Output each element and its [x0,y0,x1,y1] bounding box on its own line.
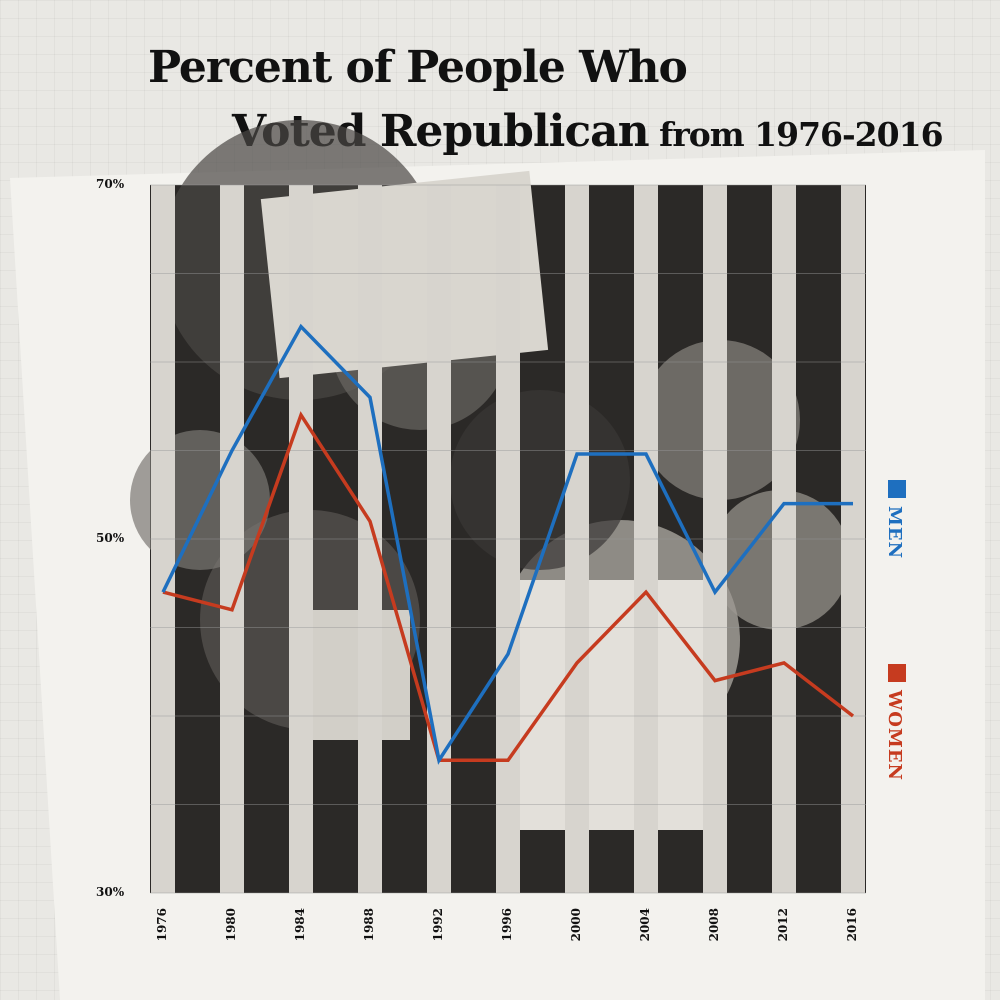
x-tick-label: 1996 [500,908,514,942]
x-tick-label: 1988 [362,908,376,942]
photo-sign-era-yes-bottom [520,580,720,830]
x-tick-label: 1984 [293,908,307,942]
y-tick-label: 50% [96,531,125,545]
legend-men-swatch [888,480,906,498]
title-line-1: Percent of People Who [148,42,688,93]
legend-women-label: WOMEN [884,690,905,781]
y-tick-label: 70% [96,177,125,191]
photo-sign-era-yes-top [260,170,549,379]
title-line-2-small: from 1976-2016 [648,115,943,154]
x-tick-label: 1980 [224,908,238,942]
x-tick-label: 1976 [155,908,169,942]
x-tick-label: 2012 [776,908,790,942]
x-tick-label: 2008 [707,908,721,942]
x-tick-label: 2004 [638,908,652,942]
x-tick-label: 2016 [845,908,859,942]
photo-shirt-era-now [300,610,410,740]
x-tick-label: 2000 [569,908,583,942]
legend-women-swatch [888,664,906,682]
photo-tone-6 [450,390,630,570]
legend-men-label: MEN [884,506,905,560]
x-tick-label: 1992 [431,908,445,942]
y-tick-label: 30% [96,885,125,899]
